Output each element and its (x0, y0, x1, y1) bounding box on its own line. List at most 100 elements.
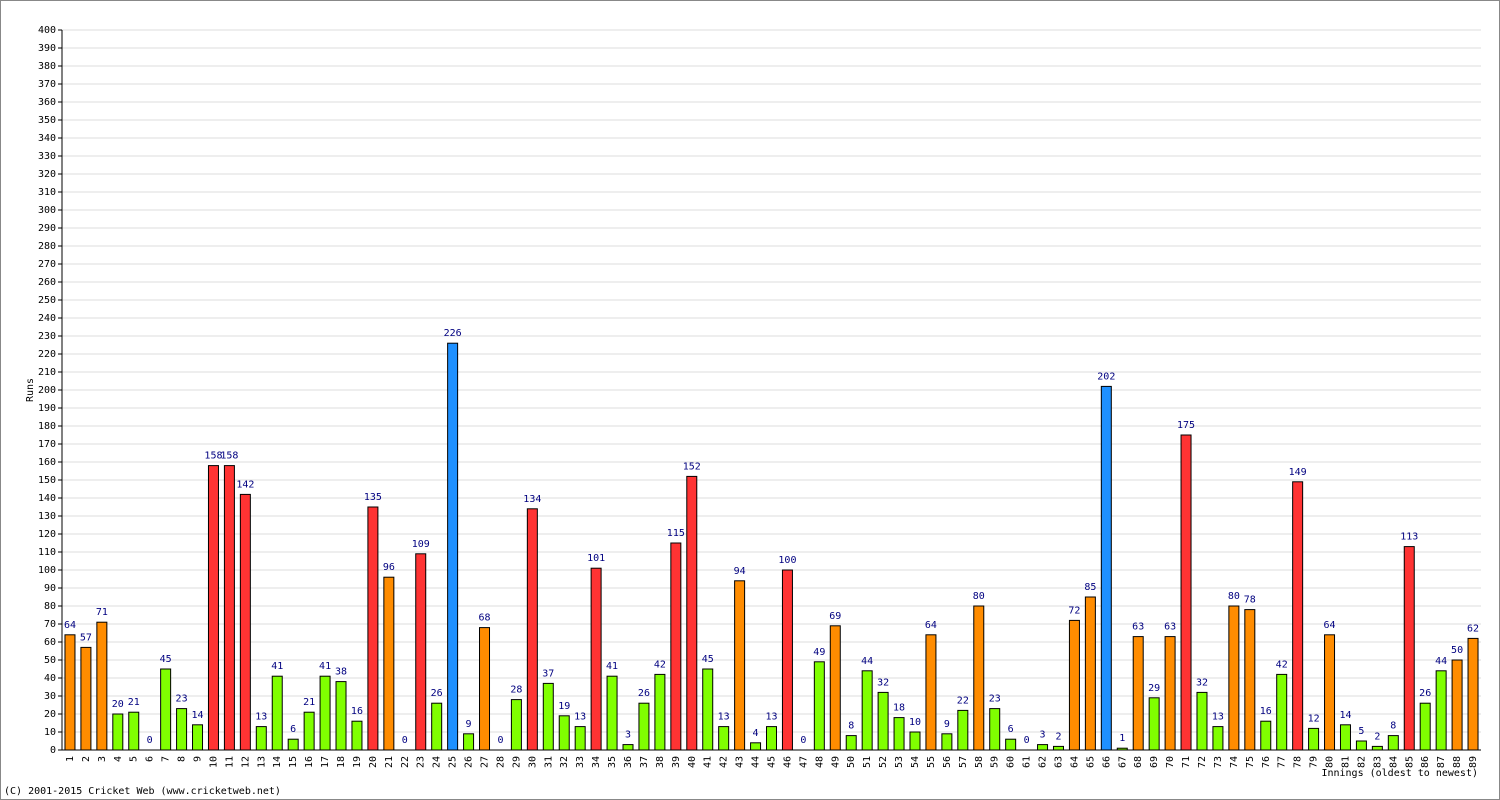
x-tick-label: 32 (559, 756, 570, 768)
value-label: 69 (829, 611, 841, 622)
y-tick-label: 10 (44, 727, 56, 738)
bar (271, 675, 283, 751)
y-tick-label: 150 (38, 475, 56, 486)
value-label: 101 (587, 553, 605, 564)
bar (1228, 605, 1240, 751)
y-tick-label: 330 (38, 151, 56, 162)
value-label: 42 (654, 659, 666, 670)
x-tick-label: 86 (1420, 756, 1431, 768)
x-tick-label: 31 (543, 756, 554, 768)
bar (287, 738, 299, 751)
bar (766, 726, 777, 751)
bar (255, 726, 267, 751)
y-axis-label: Runs (25, 378, 36, 402)
bar (1084, 596, 1096, 751)
value-label: 12 (1308, 713, 1320, 724)
x-tick-label: 61 (1022, 756, 1033, 768)
bar (1100, 385, 1112, 751)
y-tick-label: 170 (38, 439, 56, 450)
value-label: 85 (1084, 582, 1096, 593)
value-label: 41 (271, 661, 283, 672)
y-tick-label: 30 (44, 691, 56, 702)
bar (351, 720, 363, 751)
value-label: 68 (478, 613, 490, 624)
bar (1005, 738, 1017, 751)
x-tick-label: 63 (1053, 756, 1064, 768)
bar (718, 726, 730, 751)
y-tick-label: 350 (38, 115, 56, 126)
value-label: 152 (683, 461, 701, 472)
value-label: 80 (1228, 591, 1240, 602)
bar (383, 576, 395, 751)
y-tick-label: 280 (38, 241, 56, 252)
bar (1116, 747, 1128, 751)
value-label: 21 (303, 697, 315, 708)
x-tick-label: 17 (320, 756, 331, 768)
bar (223, 465, 235, 751)
bar (1244, 609, 1256, 751)
y-tick-label: 220 (38, 349, 56, 360)
bar (638, 702, 650, 751)
value-label: 42 (1276, 659, 1288, 670)
bar (670, 542, 682, 751)
x-tick-label: 24 (432, 756, 443, 768)
x-tick-label: 88 (1452, 756, 1463, 768)
value-label: 21 (128, 697, 140, 708)
y-tick-label: 310 (38, 187, 56, 198)
bar (813, 661, 825, 751)
value-label: 13 (255, 712, 267, 723)
value-label: 9 (466, 719, 472, 730)
x-tick-label: 62 (1038, 756, 1049, 768)
value-label: 226 (444, 328, 462, 339)
bar (1180, 434, 1192, 751)
x-tick-label: 42 (719, 756, 730, 768)
value-label: 109 (412, 539, 430, 550)
bar (861, 670, 873, 751)
bar (1260, 720, 1272, 751)
value-label: 28 (510, 685, 522, 696)
value-label: 100 (778, 555, 796, 566)
x-tick-label: 44 (751, 756, 762, 768)
value-label: 115 (667, 528, 685, 539)
bar (176, 708, 188, 751)
y-tick-label: 320 (38, 169, 56, 180)
value-label: 49 (813, 647, 825, 658)
y-tick-label: 50 (44, 655, 56, 666)
bar (622, 744, 634, 751)
value-label: 14 (191, 710, 203, 721)
x-tick-label: 47 (798, 756, 809, 768)
bar (574, 726, 586, 751)
x-tick-label: 14 (272, 756, 283, 768)
value-label: 134 (523, 494, 541, 505)
value-label: 13 (1212, 712, 1224, 723)
value-label: 149 (1289, 467, 1307, 478)
x-tick-label: 53 (894, 756, 905, 768)
value-label: 37 (542, 668, 554, 679)
bar (303, 711, 315, 751)
bar (686, 475, 698, 751)
x-tick-label: 9 (193, 756, 204, 762)
bar (542, 682, 554, 751)
x-tick-label: 52 (878, 756, 889, 768)
value-label: 94 (734, 566, 746, 577)
value-label: 3 (1040, 730, 1046, 741)
x-tick-label: 8 (177, 756, 188, 762)
value-label: 0 (497, 735, 503, 746)
y-tick-label: 360 (38, 97, 56, 108)
x-tick-label: 34 (591, 756, 602, 768)
x-tick-label: 80 (1325, 756, 1336, 768)
x-tick-label: 60 (1006, 756, 1017, 768)
bar (829, 625, 841, 751)
value-label: 78 (1244, 595, 1256, 606)
value-label: 10 (909, 717, 921, 728)
bar (1435, 670, 1447, 751)
value-label: 23 (989, 694, 1001, 705)
bar (877, 691, 889, 751)
bar (447, 342, 459, 751)
y-tick-label: 110 (38, 547, 56, 558)
bar (1387, 735, 1399, 751)
bar (1339, 724, 1351, 751)
value-label: 0 (147, 735, 153, 746)
x-tick-label: 21 (384, 756, 395, 768)
